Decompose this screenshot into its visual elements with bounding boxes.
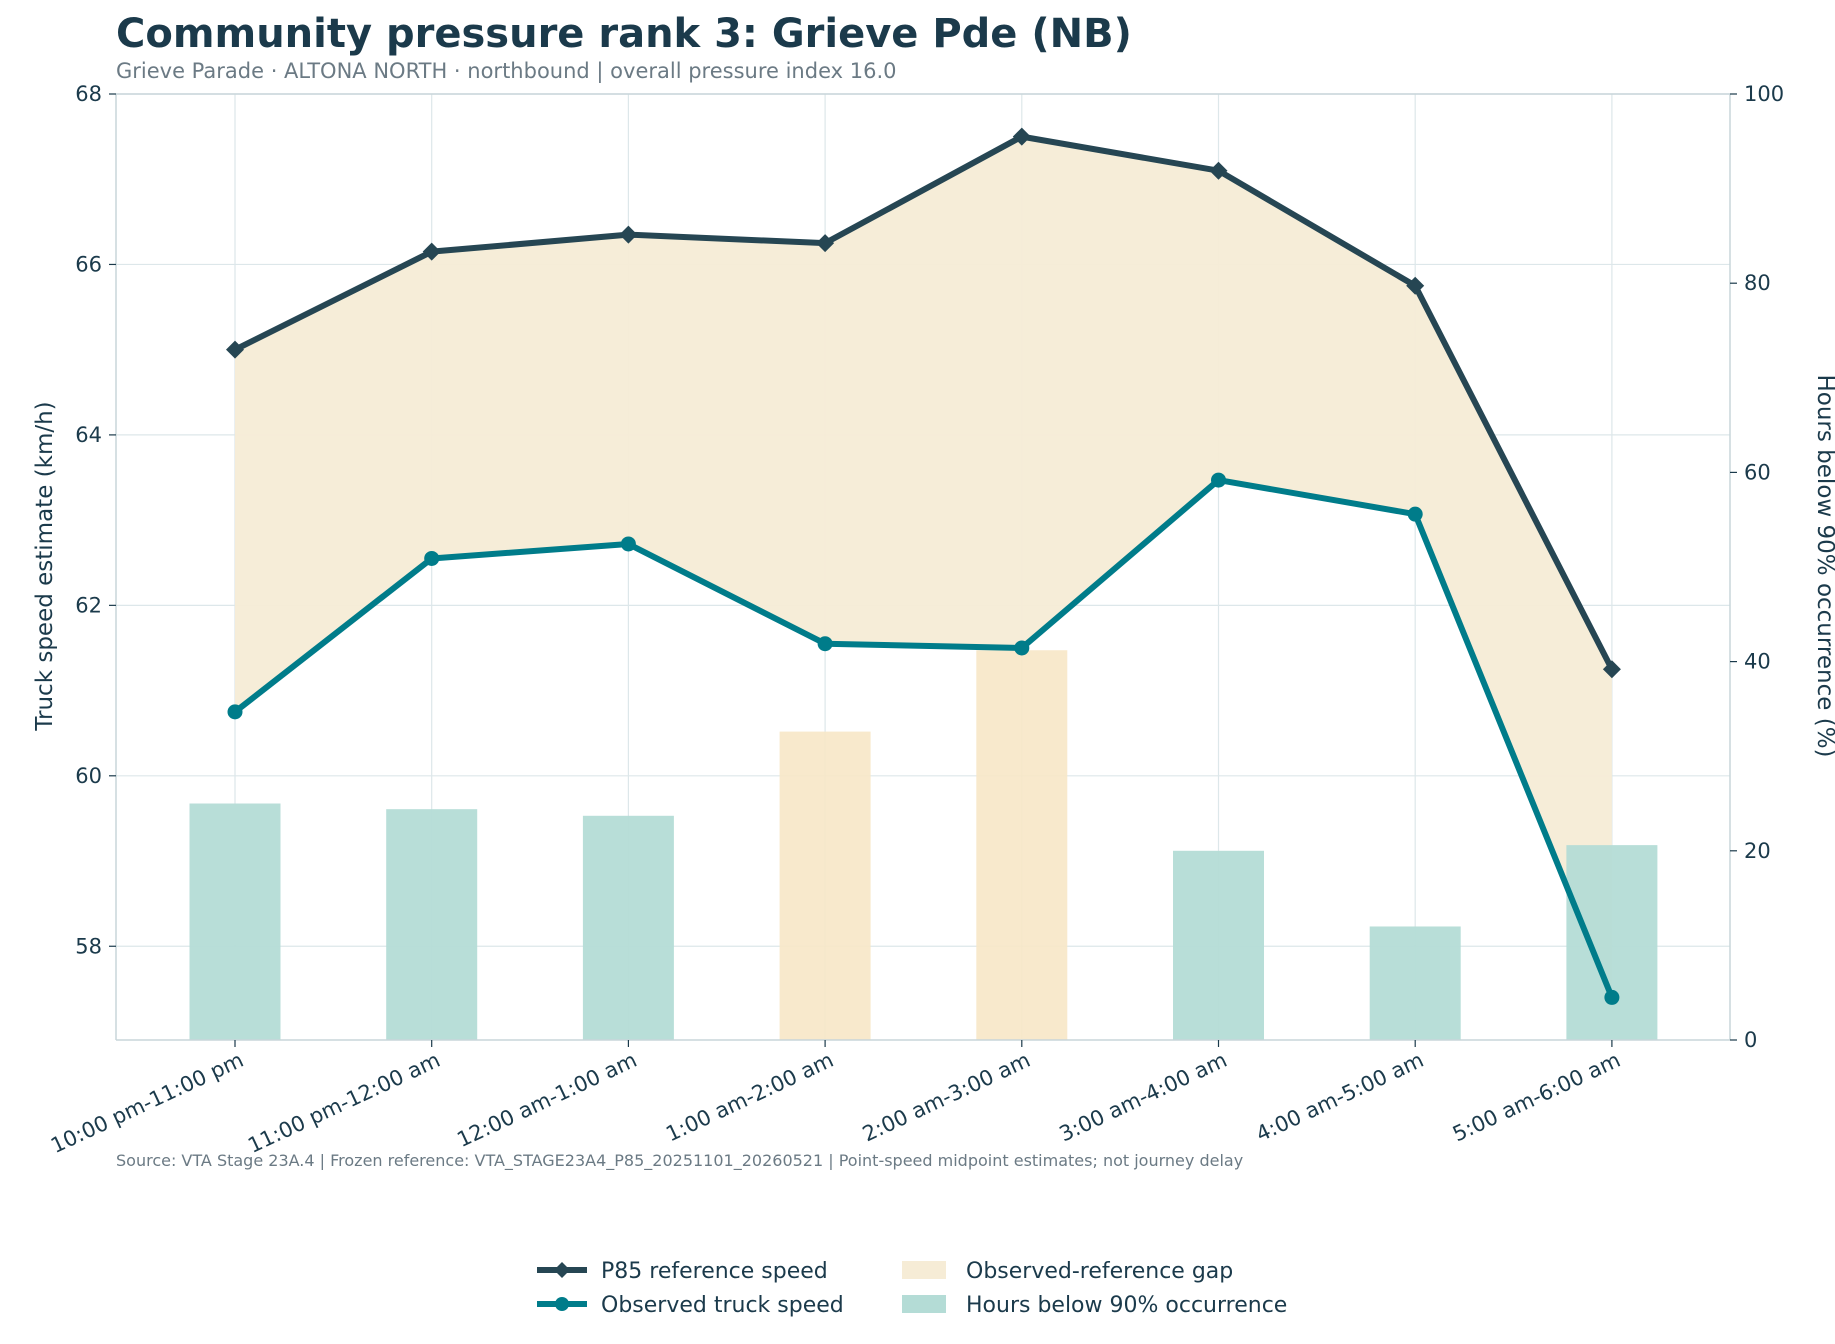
y2-tick-label: 100 — [1744, 82, 1784, 106]
x-tick-label: 11:00 pm-12:00 am — [244, 1048, 444, 1158]
x-tick-label: 3:00 am-4:00 am — [1056, 1048, 1231, 1147]
series-line-observed-truck — [232, 477, 1615, 1001]
y-tick-label: 66 — [75, 252, 102, 276]
point-p85-reference — [1602, 660, 1621, 679]
legend-label: Hours below 90% occurrence — [966, 1293, 1287, 1318]
point-p85-reference — [1012, 127, 1031, 146]
bar-hours-below — [779, 731, 871, 1040]
x-tick-label: 5:00 am-6:00 am — [1449, 1048, 1624, 1147]
y2-axis-label: Hours below 90% occurrence (%) — [1812, 374, 1835, 757]
bar-hours-below — [582, 815, 674, 1040]
bar-hours-below — [189, 803, 281, 1040]
point-observed-truck — [1014, 640, 1030, 656]
point-observed-truck — [1407, 506, 1423, 522]
point-observed-truck — [1211, 472, 1226, 488]
legend-swatch-bars — [902, 1295, 946, 1313]
legend-swatch-gap — [902, 1261, 946, 1279]
series-line-p85-reference — [232, 133, 1615, 673]
legend-label: Observed truck speed — [601, 1293, 844, 1318]
legend-marker-observed — [555, 1297, 569, 1311]
x-tick-label: 1:00 am-2:00 am — [662, 1048, 837, 1147]
y-tick-label: 60 — [75, 764, 102, 788]
bar-hours-below — [1566, 845, 1658, 1040]
y2-tick-label: 80 — [1744, 271, 1771, 295]
chart-subtitle: Grieve Parade · ALTONA NORTH · northboun… — [116, 59, 896, 84]
bar-hours-below — [1369, 926, 1461, 1040]
x-tick-label: 4:00 am-5:00 am — [1252, 1048, 1427, 1147]
x-tick-label: 2:00 am-3:00 am — [859, 1048, 1034, 1147]
bar-hours-below — [1173, 850, 1264, 1040]
y2-tick-label: 20 — [1744, 839, 1771, 863]
legend-label: Observed-reference gap — [966, 1259, 1233, 1284]
point-p85-reference — [619, 225, 638, 244]
bar-hours-below — [976, 650, 1068, 1040]
point-p85-reference — [1209, 161, 1228, 180]
legend: P85 reference speed Observed truck speed O… — [537, 1259, 1287, 1318]
x-tick-label: 12:00 am-1:00 am — [453, 1048, 640, 1152]
point-p85-reference — [226, 340, 244, 359]
point-p85-reference — [422, 242, 441, 261]
y2-tick-label: 60 — [1744, 460, 1771, 484]
point-observed-truck — [1604, 989, 1620, 1005]
chart-title: Community pressure rank 3: Grieve Pde (N… — [116, 11, 1132, 57]
point-p85-reference — [816, 234, 835, 253]
point-observed-truck — [227, 704, 243, 720]
y-tick-label: 64 — [75, 423, 102, 447]
legend-marker-p85 — [554, 1262, 570, 1278]
y-tick-label: 62 — [75, 593, 102, 617]
bar-hours-below — [386, 809, 478, 1040]
point-p85-reference — [1406, 276, 1425, 295]
y-axis-label: Truck speed estimate (km/h) — [32, 401, 58, 731]
legend-label: P85 reference speed — [601, 1259, 828, 1284]
y-tick-label: 58 — [75, 934, 102, 958]
x-tick-label: 10:00 pm-11:00 pm — [47, 1048, 247, 1158]
source-note: Source: VTA Stage 23A.4 | Frozen referen… — [116, 1151, 1243, 1171]
y2-tick-label: 40 — [1744, 650, 1771, 674]
point-observed-truck — [424, 550, 440, 566]
y-tick-label: 68 — [75, 82, 102, 106]
gap-fill-area — [235, 136, 1612, 998]
point-observed-truck — [620, 536, 636, 552]
plot-area: 58 60 62 64 66 68 0 20 40 60 80 100 10:00 pm-11:00 p… — [47, 82, 1784, 1158]
y2-tick-label: 0 — [1744, 1028, 1757, 1052]
point-observed-truck — [817, 636, 833, 652]
